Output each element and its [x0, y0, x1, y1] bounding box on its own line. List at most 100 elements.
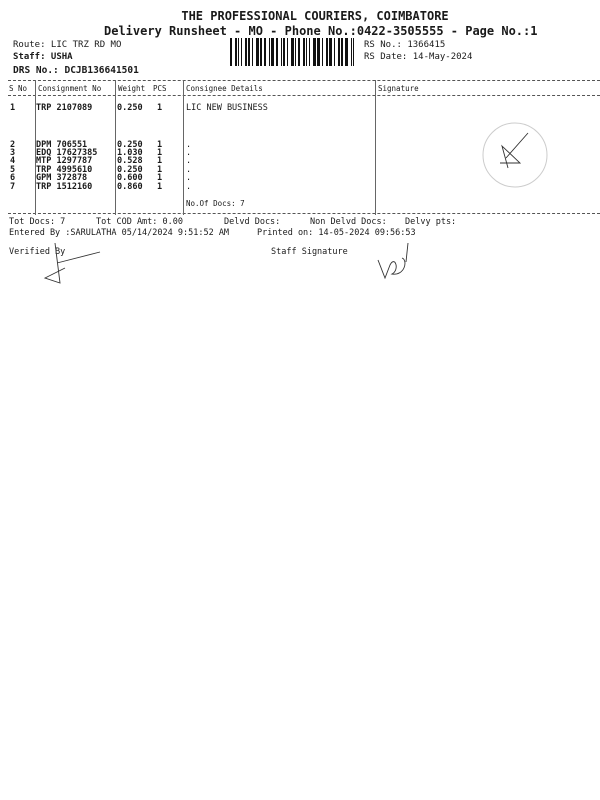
barcode-bar [303, 38, 305, 66]
barcode-bar [241, 38, 242, 66]
barcode-bar [281, 38, 282, 66]
barcode-bar [298, 38, 300, 66]
col-weight: Weight [118, 84, 146, 93]
cell-weight: 0.250 [117, 103, 143, 113]
barcode-bar [338, 38, 340, 66]
cell-pcs: 1 [157, 182, 163, 192]
cell-consignment: TRP 1512160 [36, 182, 93, 192]
cell-consignment: TRP 4995610 [36, 165, 93, 175]
barcode-bar [345, 38, 348, 66]
barcode-bar [230, 38, 232, 66]
cell-consignment: GPM 372878 [36, 173, 88, 183]
entered-by: Entered By :SARULATHA 05/14/2024 9:51:52… [9, 228, 230, 238]
barcode-bar [256, 38, 259, 66]
divider [8, 80, 600, 81]
cell-consignee: . [186, 148, 192, 158]
staff: Staff: USHA [13, 52, 73, 62]
barcode-bar [264, 38, 266, 66]
rs-number: RS No.: 1366415 [364, 40, 446, 50]
cell-pcs: 1 [157, 156, 163, 166]
cell-weight: 0.860 [117, 182, 143, 192]
barcode-bar [248, 38, 250, 66]
stamp-signature [482, 122, 548, 188]
no-of-docs: No.Of Docs: 7 [186, 199, 245, 208]
barcode-bar [287, 38, 288, 66]
cell-pcs: 1 [157, 148, 163, 158]
route: Route: LIC TRZ RD MO [13, 40, 122, 50]
company-title: THE PROFESSIONAL COURIERS, COIMBATORE [181, 9, 449, 23]
barcode-bar [238, 38, 239, 66]
cell-weight: 1.030 [117, 148, 143, 158]
divider [8, 95, 600, 96]
col-consignment: Consignment No [38, 84, 102, 93]
cell-consignment: EDQ 17627385 [36, 148, 98, 158]
barcode-bar [341, 38, 343, 66]
col-pcs: PCS [153, 84, 167, 93]
barcode-bar [269, 38, 270, 66]
barcode-bar [329, 38, 332, 66]
column-line [375, 80, 376, 215]
barcode-bar [317, 38, 320, 66]
barcode-bar [353, 38, 354, 66]
barcode [230, 38, 354, 66]
non-delvd-docs: Non Delvd Docs: [310, 217, 387, 227]
cell-weight: 0.600 [117, 173, 143, 183]
cell-consignee: . [186, 173, 192, 183]
col-consignee: Consignee Details [186, 84, 263, 93]
runsheet-subtitle: Delivery Runsheet - MO - Phone No.:0422-… [104, 24, 538, 38]
barcode-bar [295, 38, 296, 66]
col-signature: Signature [378, 84, 419, 93]
column-line [35, 80, 36, 215]
cell-pcs: 1 [157, 140, 163, 150]
cell-consignee: . [186, 156, 192, 166]
cell-sno: 4 [10, 156, 16, 166]
barcode-bar [245, 38, 247, 66]
barcode-bar [334, 38, 335, 66]
cell-pcs: 1 [157, 173, 163, 183]
cell-sno: 6 [10, 173, 16, 183]
barcode-bar [306, 38, 307, 66]
cell-pcs: 1 [157, 165, 163, 175]
divider [8, 213, 600, 214]
staff-signature-label: Staff Signature [271, 247, 348, 257]
cell-consignee: . [186, 165, 192, 175]
verified-by-label: Verified By [9, 247, 66, 257]
cell-sno: 5 [10, 165, 16, 175]
delvy-pts: Delvy pts: [405, 217, 457, 227]
barcode-bar [260, 38, 262, 66]
printed-on: Printed on: 14-05-2024 09:56:53 [257, 228, 416, 238]
cell-consignment: TRP 2107089 [36, 103, 93, 113]
rs-date: RS Date: 14-May-2024 [364, 52, 473, 62]
column-line [115, 80, 116, 215]
staff-signature [377, 242, 409, 280]
barcode-bar [252, 38, 253, 66]
cell-consignee: . [186, 182, 192, 192]
cell-sno: 3 [10, 148, 16, 158]
barcode-bar [322, 38, 323, 66]
drs-number: DRS No.: DCJB136641501 [13, 65, 139, 76]
delvd-docs: Delvd Docs: [224, 217, 281, 227]
cell-consignment: MTP 1297787 [36, 156, 93, 166]
cell-consignee: . [186, 140, 192, 150]
cell-sno: 2 [10, 140, 16, 150]
cell-consignment: DPM 706551 [36, 140, 88, 150]
cell-consignee: LIC NEW BUSINESS [186, 103, 268, 113]
barcode-bar [351, 38, 352, 66]
cell-sno: 7 [10, 182, 16, 192]
barcode-bar [313, 38, 316, 66]
barcode-bar [326, 38, 328, 66]
barcode-bar [276, 38, 278, 66]
barcode-bar [235, 38, 237, 66]
barcode-bar [291, 38, 294, 66]
column-line [183, 80, 184, 215]
barcode-bar [271, 38, 274, 66]
verified-signature [43, 242, 101, 284]
tot-docs: Tot Docs: 7 [9, 217, 66, 227]
cell-sno: 1 [10, 103, 16, 113]
col-sno: S No [9, 84, 28, 93]
cell-weight: 0.528 [117, 156, 143, 166]
cell-weight: 0.250 [117, 165, 143, 175]
barcode-bar [283, 38, 285, 66]
cell-pcs: 1 [157, 103, 163, 113]
cell-weight: 0.250 [117, 140, 143, 150]
